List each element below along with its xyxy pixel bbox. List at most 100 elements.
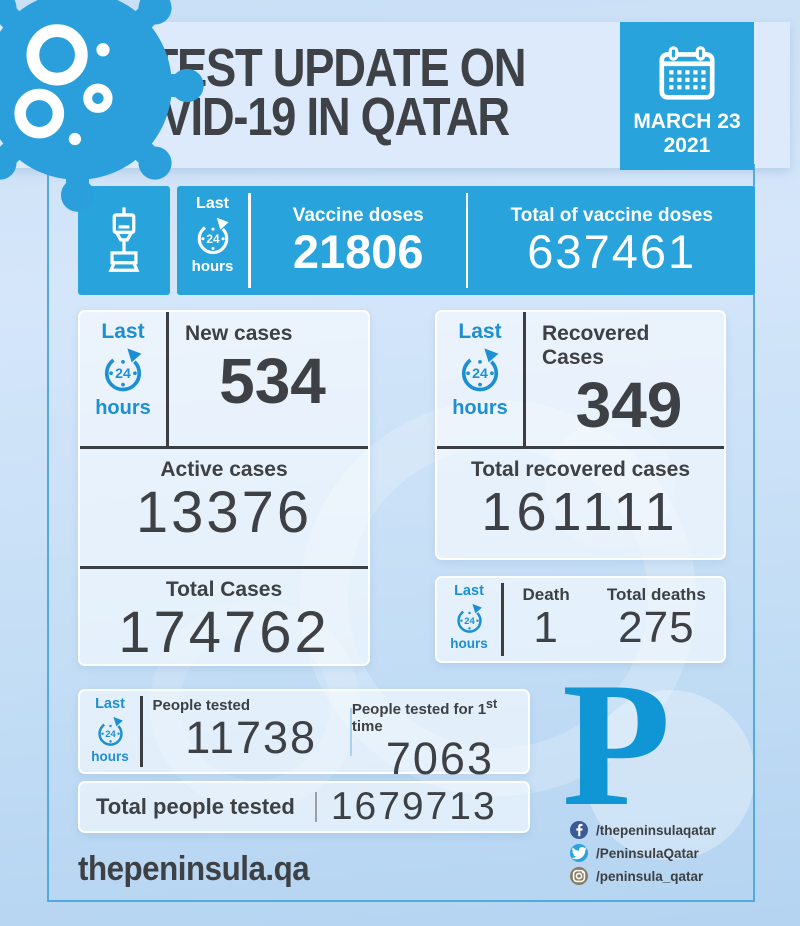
24-hours-clock-icon: 24 — [104, 348, 142, 392]
divider — [465, 193, 469, 288]
divider — [314, 792, 317, 822]
total-recovered-label: Total recovered cases — [470, 458, 691, 481]
death-value: 1 — [533, 603, 559, 652]
date-text: MARCH 23 2021 — [633, 110, 740, 157]
24-hours-clock-icon: 24 — [461, 348, 499, 392]
total-tested-value: 1679713 — [330, 785, 497, 828]
facebook-row: /thepeninsulaqatar — [570, 821, 716, 839]
twitter-row: /PeninsulaQatar — [570, 844, 716, 862]
24-hours-clock-icon: 24 — [97, 716, 123, 746]
last-label: Last — [101, 320, 145, 343]
recovered-cases-value: 349 — [575, 369, 683, 442]
first-time-tested-section: People tested for 1st time 7063 — [351, 691, 528, 782]
total-vaccine-doses-section: Total of vaccine doses 637461 — [468, 186, 755, 295]
last-label: Last — [95, 696, 125, 712]
total-tested-label: Total people tested — [96, 794, 295, 819]
total-deaths-value: 275 — [618, 603, 695, 652]
content-frame — [47, 164, 755, 902]
date-line-1: MARCH 23 — [633, 110, 741, 133]
total-vaccine-doses-value: 637461 — [527, 224, 697, 278]
recovered-panel: Last 24 hours Recovered Cases 349 Total … — [435, 310, 726, 560]
recovered-cases-row: Last 24 hours Recovered Cases 349 — [437, 312, 724, 446]
total-recovered-row: Total recovered cases 161111 — [437, 449, 724, 539]
twitter-handle: /PeninsulaQatar — [596, 845, 699, 861]
active-cases-row: Active cases 13376 — [80, 449, 368, 566]
recovered-cases-content: Recovered Cases 349 — [526, 312, 724, 446]
vaccine-icon-box — [78, 186, 170, 295]
new-cases-content: New cases 534 — [169, 312, 368, 446]
divider — [248, 193, 251, 288]
vaccine-doses-value: 21806 — [292, 224, 424, 278]
last-24-hours-badge: Last 24 hours — [177, 186, 248, 295]
new-cases-value: 534 — [219, 345, 326, 418]
last-24-hours-badge: Last 24 hours — [80, 691, 140, 772]
hours-label: hours — [452, 397, 508, 420]
twitter-icon — [570, 844, 588, 862]
total-vaccine-doses-label: Total of vaccine doses — [510, 204, 713, 226]
first-time-tested-label: People tested for 1st time — [351, 697, 498, 735]
svg-text:24: 24 — [464, 616, 475, 627]
divider — [140, 696, 143, 767]
last-24-hours-badge: Last 24 hours — [437, 578, 501, 661]
total-recovered-value: 161111 — [481, 482, 680, 543]
svg-text:24: 24 — [115, 365, 131, 381]
divider — [437, 446, 724, 449]
instagram-row: /peninsula_qatar — [570, 867, 716, 885]
total-cases-label: Total Cases — [165, 578, 283, 601]
active-cases-label: Active cases — [160, 458, 288, 481]
new-cases-row: Last 24 hours New cases 534 — [80, 312, 368, 446]
hours-label: hours — [191, 257, 234, 275]
death-section: Death 1 — [504, 578, 589, 661]
total-cases-value: 174762 — [118, 600, 330, 666]
deaths-panel: Last 24 hours Death 1 Total deaths 275 — [435, 576, 726, 663]
divider — [166, 312, 169, 446]
people-tested-panel: Last 24 hours People tested 11738 People… — [78, 689, 530, 782]
death-label: Death — [522, 585, 570, 604]
divider — [523, 312, 526, 446]
hours-label: hours — [450, 635, 488, 651]
vaccine-doses-section: Vaccine doses 21806 — [251, 186, 466, 295]
active-cases-value: 13376 — [135, 480, 313, 546]
facebook-handle: /thepeninsulaqatar — [596, 822, 717, 838]
recovered-cases-label: Recovered Cases — [542, 322, 650, 370]
new-cases-label: New cases — [185, 322, 293, 345]
website-url: thepeninsula.qa — [78, 850, 310, 888]
social-links: /thepeninsulaqatar /PeninsulaQatar /peni… — [570, 821, 716, 885]
last-label: Last — [454, 583, 484, 599]
svg-text:24: 24 — [472, 365, 488, 381]
date-box: MARCH 23 2021 — [620, 22, 754, 170]
hours-label: hours — [91, 748, 129, 764]
instagram-icon — [570, 867, 588, 885]
vaccine-doses-label: Vaccine doses — [292, 204, 424, 226]
virus-watermark — [585, 690, 755, 860]
divider — [349, 707, 352, 756]
last-24-hours-badge: Last 24 hours — [80, 312, 166, 446]
cases-panel: Last 24 hours New cases 534 Active cases… — [78, 310, 370, 666]
people-tested-value: 11738 — [185, 712, 318, 763]
last-24-hours-badge: Last 24 hours — [437, 312, 523, 446]
last-label: Last — [196, 195, 229, 212]
hours-label: hours — [95, 397, 151, 420]
total-deaths-section: Total deaths 275 — [589, 578, 724, 661]
divider — [501, 583, 504, 656]
total-cases-row: Total Cases 174762 — [80, 569, 368, 662]
total-tested-panel: Total people tested 1679713 — [78, 781, 530, 833]
svg-text:24: 24 — [206, 231, 220, 245]
divider — [80, 566, 368, 569]
vaccine-doses-bar: Last 24 hours Vaccine doses 21806 Total … — [177, 186, 755, 295]
instagram-handle: /peninsula_qatar — [596, 868, 704, 884]
divider — [80, 446, 368, 449]
facebook-icon — [570, 821, 588, 839]
date-line-2: 2021 — [663, 133, 711, 157]
last-label: Last — [458, 320, 502, 343]
first-time-tested-value: 7063 — [385, 733, 494, 784]
virus-icon — [0, 0, 204, 212]
svg-text:24: 24 — [105, 729, 116, 740]
total-deaths-label: Total deaths — [606, 585, 706, 604]
24-hours-clock-icon: 24 — [456, 603, 482, 633]
24-hours-clock-icon: 24 — [197, 217, 229, 254]
peninsula-logo: P — [562, 645, 671, 843]
people-tested-section: People tested 11738 — [143, 691, 350, 772]
syringe-icon — [108, 206, 140, 272]
